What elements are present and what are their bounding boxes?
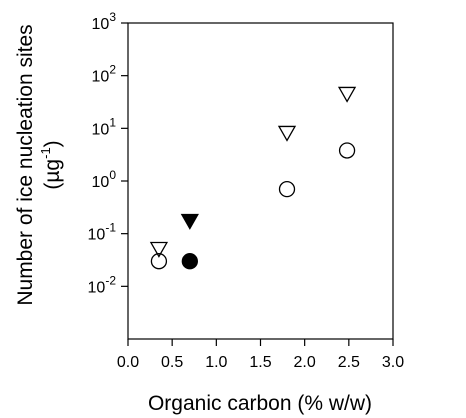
x-tick-label: 0.5 xyxy=(161,354,183,371)
x-tick-label: 2.0 xyxy=(294,354,316,371)
y-tick-label: 10-2 xyxy=(88,273,117,296)
x-tick-label: 1.5 xyxy=(249,354,271,371)
data-point-circle-open xyxy=(338,142,356,159)
y-unit-exponent: -1 xyxy=(38,147,53,159)
x-axis-ticks: 0.0 0.5 1.0 1.5 2.0 2.5 3.0 xyxy=(117,339,404,371)
x-axis-title: Organic carbon (% w/w) xyxy=(148,392,372,415)
x-tick-label: 1.0 xyxy=(205,354,227,371)
plot-frame xyxy=(127,22,394,340)
y-tick-label: 10-1 xyxy=(88,221,117,244)
x-tick-label: 0.0 xyxy=(117,354,139,371)
data-point-triangle-down-open xyxy=(337,86,357,103)
data-point-triangle-down-open xyxy=(277,125,297,142)
y-tick-label: 101 xyxy=(92,115,117,138)
data-point-circle-open xyxy=(278,181,296,198)
y-tick-label: 100 xyxy=(92,168,117,191)
data-point-triangle-down-open xyxy=(149,241,169,258)
y-axis-unit: (µg-1) xyxy=(38,140,64,189)
data-point-triangle-down-filled xyxy=(180,213,199,230)
y-tick-label: 103 xyxy=(92,10,117,33)
y-unit-suffix: ) xyxy=(41,140,64,147)
data-point-circle-filled xyxy=(181,253,198,270)
x-tick-label: 3.0 xyxy=(382,354,404,371)
y-axis-title: Number of ice nucleation sites xyxy=(14,24,37,305)
data-point-circle-open xyxy=(150,253,168,270)
x-tick-label: 2.5 xyxy=(338,354,360,371)
y-axis-ticks: 10-2 10-1 100 101 102 103 xyxy=(88,10,128,296)
y-unit-prefix: (µg xyxy=(41,159,64,190)
data-points xyxy=(149,86,357,270)
y-tick-label: 102 xyxy=(92,63,117,86)
